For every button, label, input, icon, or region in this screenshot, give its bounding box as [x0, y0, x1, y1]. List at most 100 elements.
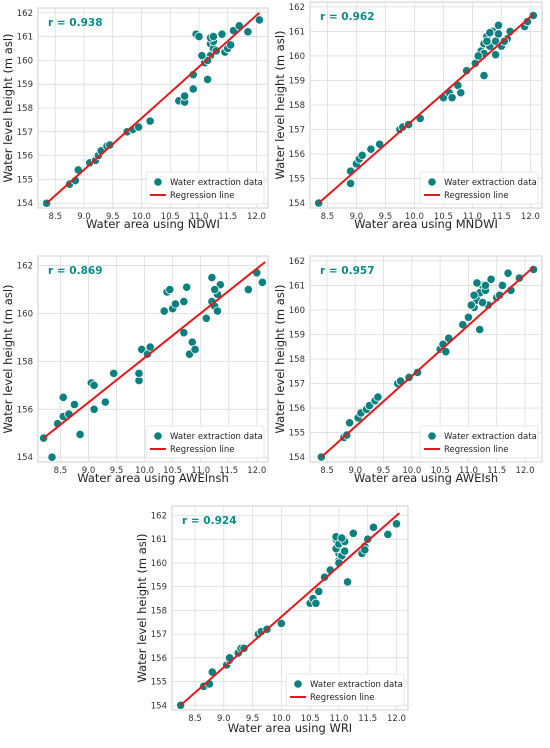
data-point — [441, 347, 451, 357]
x-tick-label: 8.5 — [54, 466, 68, 476]
data-point — [463, 312, 474, 322]
data-point — [456, 88, 466, 98]
data-point — [485, 28, 495, 38]
data-point — [490, 50, 501, 60]
y-tick-label: 155 — [289, 175, 305, 185]
x-tick-label: 11.5 — [487, 466, 506, 476]
y-tick-label: 159 — [151, 583, 167, 593]
y-tick-label: 156 — [289, 404, 305, 414]
data-point — [319, 572, 330, 582]
data-point — [210, 284, 220, 295]
x-axis-label: Water area using AWEIsh — [354, 471, 498, 485]
y-tick-label: 157 — [151, 630, 167, 640]
y-tick-label: 157 — [17, 128, 33, 138]
data-point — [165, 284, 175, 295]
y-tick-label: 160 — [151, 559, 167, 569]
x-tick-label: 10.0 — [135, 466, 154, 476]
data-point — [514, 273, 524, 283]
x-tick-label: 9.5 — [379, 212, 393, 222]
legend-box — [285, 673, 405, 707]
data-point — [475, 324, 485, 335]
legend-line-label: Regression line — [444, 191, 509, 201]
legend: Water extraction data Regression line — [285, 673, 405, 707]
y-tick-label: 159 — [289, 330, 305, 340]
data-point — [194, 31, 204, 42]
legend-line-label: Regression line — [170, 445, 235, 455]
legend-point-marker — [153, 431, 163, 441]
y-tick-label: 158 — [151, 606, 167, 616]
y-tick-label: 160 — [289, 306, 305, 316]
x-tick-label: 11.5 — [358, 714, 377, 724]
x-tick-label: 11.5 — [492, 212, 511, 222]
y-tick-label: 162 — [17, 9, 33, 19]
y-tick-label: 155 — [289, 429, 305, 439]
data-point — [469, 290, 479, 300]
data-point — [493, 29, 504, 39]
data-point — [180, 91, 190, 101]
y-axis-label: Water level height (m asl) — [135, 533, 149, 682]
correlation-label: r = 0.962 — [320, 11, 375, 23]
data-point — [466, 300, 476, 310]
data-point — [134, 368, 144, 378]
x-tick-label: 9.5 — [246, 714, 260, 724]
data-point — [170, 299, 181, 309]
x-tick-label: 11.5 — [218, 212, 237, 222]
data-point — [472, 278, 482, 288]
data-point — [497, 280, 507, 291]
data-point — [207, 272, 217, 283]
x-tick-label: 12.0 — [387, 714, 406, 724]
y-tick-label: 161 — [289, 281, 305, 291]
y-tick-label: 157 — [289, 380, 305, 390]
y-tick-label: 154 — [289, 453, 305, 463]
scatter-panel-3: 8.5 9.0 9.5 10.0 10.5 11.0 11.5 12.0 154 156 158 16… — [1, 255, 269, 485]
regression-line — [320, 266, 535, 458]
x-tick-label: 12.0 — [247, 466, 266, 476]
data-point — [340, 546, 350, 556]
x-tick-label: 8.5 — [321, 212, 335, 222]
data-point — [494, 290, 505, 300]
y-tick-label: 162 — [289, 3, 305, 13]
data-point — [179, 328, 189, 338]
y-tick-label: 161 — [17, 33, 33, 43]
data-point — [69, 399, 80, 410]
x-tick-label: 9.5 — [377, 466, 391, 476]
x-axis-label: Water area using AWEInsh — [77, 471, 229, 485]
legend-points-label: Water extraction data — [170, 432, 263, 442]
x-tick-label: 10.0 — [132, 212, 151, 222]
x-tick-label: 9.0 — [349, 466, 363, 476]
legend-points-label: Water extraction data — [170, 178, 263, 188]
legend-box — [419, 171, 539, 205]
legend: Water extraction data Regression line — [419, 171, 539, 205]
x-tick-label: 9.0 — [217, 714, 231, 724]
y-tick-label: 162 — [17, 262, 33, 272]
data-point — [493, 20, 504, 30]
data-point — [486, 274, 496, 284]
y-tick-label: 154 — [289, 199, 305, 209]
regression-line — [318, 13, 534, 204]
data-point — [383, 529, 393, 540]
y-tick-label: 161 — [151, 535, 167, 545]
x-axis-label: Water area using MNDWI — [354, 217, 498, 231]
legend-box — [145, 425, 265, 459]
x-tick-label: 9.0 — [350, 212, 364, 222]
legend-box — [145, 171, 265, 205]
y-tick-label: 158 — [289, 355, 305, 365]
data-point — [203, 74, 213, 85]
data-point — [479, 70, 489, 81]
x-tick-label: 9.0 — [77, 212, 91, 222]
x-tick-label: 10.0 — [272, 714, 291, 724]
data-point — [357, 150, 367, 160]
legend-points-label: Water extraction data — [444, 432, 537, 442]
data-point — [458, 320, 468, 330]
legend-line-label: Regression line — [170, 191, 235, 201]
data-point — [179, 296, 189, 307]
x-tick-label: 10.5 — [431, 466, 450, 476]
data-point — [342, 577, 353, 587]
y-tick-label: 154 — [151, 701, 167, 711]
x-tick-label: 10.5 — [163, 466, 182, 476]
data-point — [89, 380, 99, 390]
y-tick-label: 158 — [289, 101, 305, 111]
correlation-label: r = 0.924 — [182, 515, 237, 527]
data-point — [348, 528, 358, 538]
